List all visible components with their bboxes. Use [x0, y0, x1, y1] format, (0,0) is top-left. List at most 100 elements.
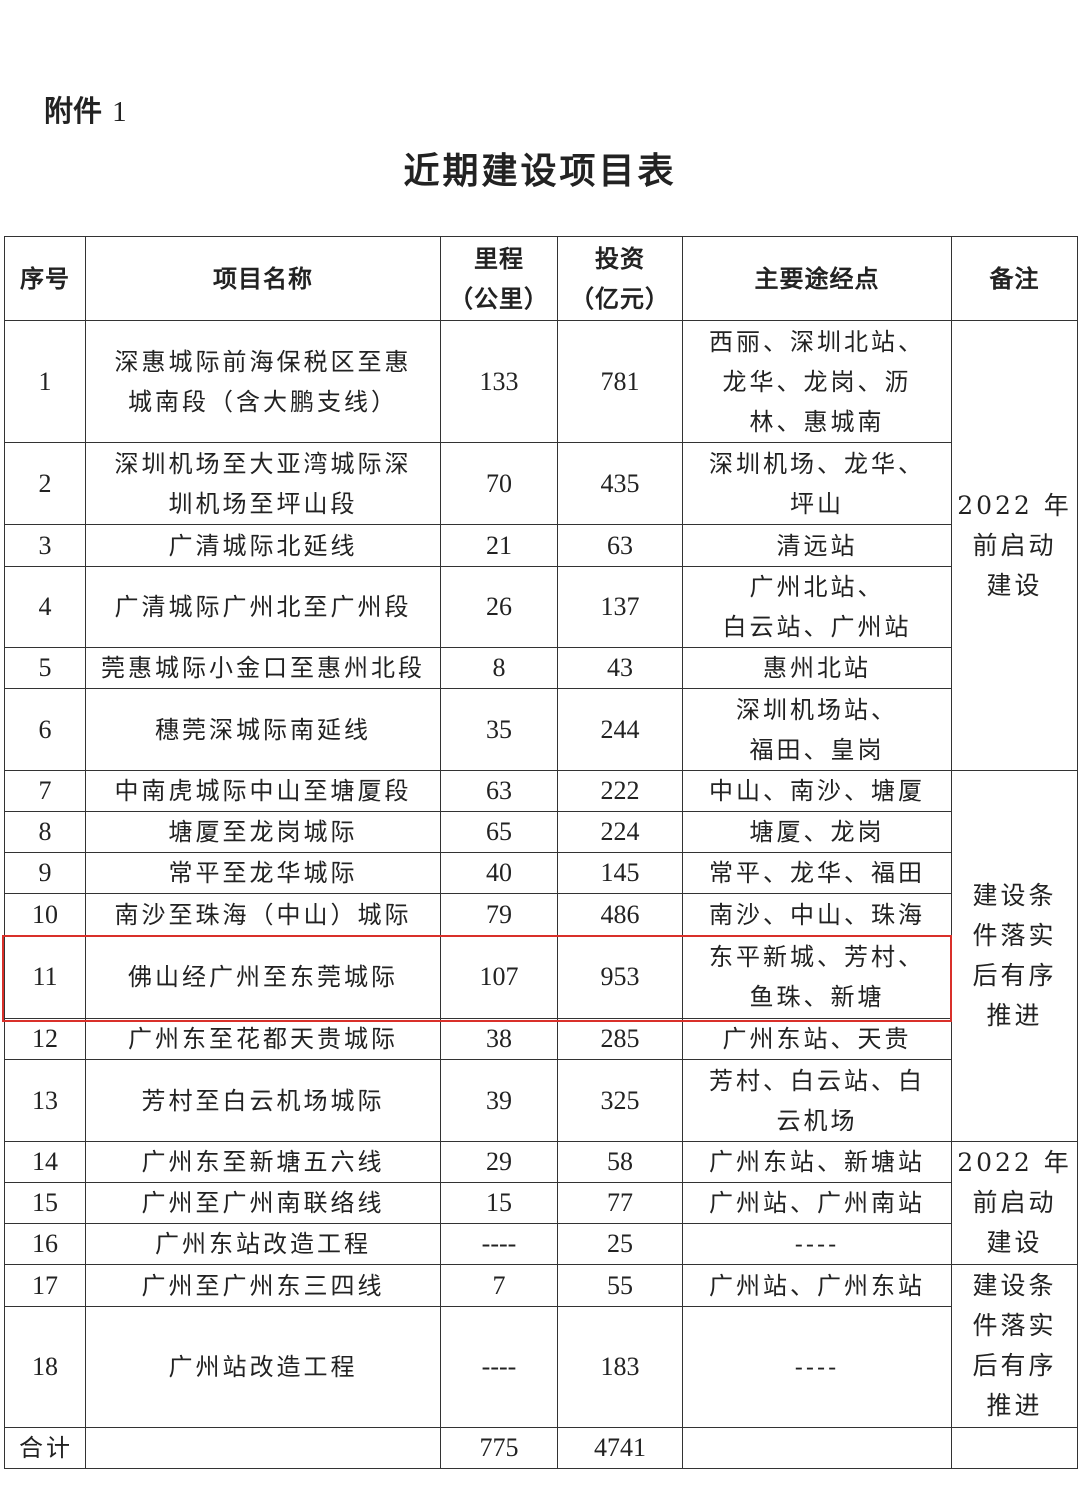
- cell-km: 65: [440, 811, 558, 853]
- cell-no: 3: [4, 524, 86, 567]
- cell-name: 中南虎城际中山至塘厦段: [85, 770, 441, 812]
- table-row: 1 深惠城际前海保税区至惠 城南段（含大鹏支线） 133 781 西丽、深圳北站、 龙华…: [4, 320, 1078, 771]
- cell-km: 63: [440, 770, 558, 812]
- cell-via: 广州东站、新塘站: [682, 1141, 952, 1183]
- cell-via: 西丽、深圳北站、 龙华、龙岗、沥 林、惠城南: [682, 320, 952, 443]
- cell-name: 广州东至新塘五六线: [85, 1141, 441, 1183]
- table-row: 9 常平至龙华城际 40 145 常平、龙华、福田: [4, 852, 1078, 894]
- cell-name: 广州东至花都天贵城际: [85, 1018, 441, 1060]
- cell-name: 广清城际北延线: [85, 524, 441, 567]
- total-invest: 4741: [557, 1427, 683, 1469]
- table-row: 10 南沙至珠海（中山）城际 79 486 南沙、中山、珠海: [4, 893, 1078, 936]
- cell-km: 79: [440, 893, 558, 936]
- col-header-via: 主要途经点: [682, 236, 952, 321]
- table-row: 16 广州东站改造工程 ---- 25 ----: [4, 1223, 1078, 1265]
- table-row: 5 莞惠城际小金口至惠州北段 8 43 惠州北站: [4, 647, 1078, 689]
- cell-invest: 145: [557, 852, 683, 894]
- cell-no: 14: [4, 1141, 86, 1183]
- cell-invest: 222: [557, 770, 683, 812]
- cell-km: 70: [440, 442, 558, 525]
- col-header-name: 项目名称: [85, 236, 441, 321]
- cell-km: 15: [440, 1182, 558, 1224]
- cell-km: 7: [440, 1264, 558, 1307]
- cell-via: 清远站: [682, 524, 952, 567]
- header-row: 序号 项目名称 里程 （公里） 投资 （亿元） 主要途经点 备注: [4, 236, 1078, 321]
- cell-via: 广州站、广州南站: [682, 1182, 952, 1224]
- cell-invest: 285: [557, 1018, 683, 1060]
- table-row: 11 佛山经广州至东莞城际 107 953 东平新城、芳村、 鱼珠、新塘: [4, 935, 1078, 1019]
- attachment-label: 附件 1: [44, 88, 127, 130]
- table-row: 4 广清城际广州北至广州段 26 137 广州北站、 白云站、广州站: [4, 566, 1078, 648]
- total-remark-empty: [951, 1427, 1078, 1469]
- total-via-empty: [682, 1427, 952, 1469]
- cell-km: 8: [440, 647, 558, 689]
- table-row: 6 穗莞深城际南延线 35 244 深圳机场站、 福田、皇岗: [4, 688, 1078, 771]
- cell-no: 10: [4, 893, 86, 936]
- col-header-no: 序号: [4, 236, 86, 321]
- cell-via: 惠州北站: [682, 647, 952, 689]
- cell-km: 29: [440, 1141, 558, 1183]
- cell-remark: 2022 年 前启动 建设: [951, 1141, 1078, 1265]
- cell-km: 107: [440, 935, 558, 1019]
- cell-via: 中山、南沙、塘厦: [682, 770, 952, 812]
- cell-name: 常平至龙华城际: [85, 852, 441, 894]
- cell-name: 芳村至白云机场城际: [85, 1059, 441, 1142]
- total-row: 合计 775 4741: [4, 1427, 1078, 1469]
- col-header-km: 里程 （公里）: [440, 236, 558, 321]
- cell-remark: 2022 年 前启动 建设: [951, 320, 1078, 771]
- cell-no: 15: [4, 1182, 86, 1224]
- cell-invest: 244: [557, 688, 683, 771]
- cell-via: 芳村、白云站、白 云机场: [682, 1059, 952, 1142]
- cell-name: 广清城际广州北至广州段: [85, 566, 441, 648]
- cell-no: 2: [4, 442, 86, 525]
- table-row: 18 广州站改造工程 ---- 183 ----: [4, 1306, 1078, 1428]
- total-name-empty: [85, 1427, 441, 1469]
- col-header-invest: 投资 （亿元）: [557, 236, 683, 321]
- cell-km: 35: [440, 688, 558, 771]
- cell-km: 133: [440, 320, 558, 443]
- cell-invest: 953: [557, 935, 683, 1019]
- cell-invest: 43: [557, 647, 683, 689]
- cell-name: 广州至广州东三四线: [85, 1264, 441, 1307]
- cell-remark: 建设条 件落实 后有序 推进: [951, 1264, 1078, 1428]
- cell-invest: 183: [557, 1306, 683, 1428]
- cell-name: 深圳机场至大亚湾城际深 圳机场至坪山段: [85, 442, 441, 525]
- cell-km: 26: [440, 566, 558, 648]
- table-row: 7 中南虎城际中山至塘厦段 63 222 中山、南沙、塘厦 建设条 件落实 后有序 推进: [4, 770, 1078, 1142]
- cell-km: 38: [440, 1018, 558, 1060]
- cell-km: 40: [440, 852, 558, 894]
- attachment-text: 附件: [44, 94, 103, 128]
- table-row: 14 广州东至新塘五六线 29 58 广州东站、新塘站 2022 年 前启动 建设: [4, 1141, 1078, 1265]
- cell-no: 11: [4, 935, 86, 1019]
- cell-via: 广州北站、 白云站、广州站: [682, 566, 952, 648]
- cell-via: 深圳机场、龙华、 坪山: [682, 442, 952, 525]
- project-table: 序号 项目名称 里程 （公里） 投资 （亿元） 主要途经点 备注 1 深惠城际前海…: [4, 236, 1078, 1469]
- cell-km: 39: [440, 1059, 558, 1142]
- cell-invest: 137: [557, 566, 683, 648]
- table-row: 3 广清城际北延线 21 63 清远站: [4, 524, 1078, 567]
- cell-no: 7: [4, 770, 86, 812]
- cell-no: 1: [4, 320, 86, 443]
- table-row: 2 深圳机场至大亚湾城际深 圳机场至坪山段 70 435 深圳机场、龙华、 坪山: [4, 442, 1078, 525]
- total-label: 合计: [4, 1427, 86, 1469]
- total-km: 775: [440, 1427, 558, 1469]
- cell-km: ----: [440, 1223, 558, 1265]
- cell-no: 17: [4, 1264, 86, 1307]
- cell-via: 常平、龙华、福田: [682, 852, 952, 894]
- cell-no: 16: [4, 1223, 86, 1265]
- cell-invest: 55: [557, 1264, 683, 1307]
- cell-no: 18: [4, 1306, 86, 1428]
- table-row: 8 塘厦至龙岗城际 65 224 塘厦、龙岗: [4, 811, 1078, 853]
- table-row: 17 广州至广州东三四线 7 55 广州站、广州东站 建设条 件落实 后有序 推进: [4, 1264, 1078, 1428]
- cell-via: 广州站、广州东站: [682, 1264, 952, 1307]
- cell-no: 4: [4, 566, 86, 648]
- cell-invest: 224: [557, 811, 683, 853]
- cell-no: 8: [4, 811, 86, 853]
- cell-name: 佛山经广州至东莞城际: [85, 935, 441, 1019]
- cell-via: 东平新城、芳村、 鱼珠、新塘: [682, 935, 952, 1019]
- cell-invest: 63: [557, 524, 683, 567]
- cell-no: 6: [4, 688, 86, 771]
- cell-name: 莞惠城际小金口至惠州北段: [85, 647, 441, 689]
- cell-invest: 25: [557, 1223, 683, 1265]
- cell-via: 塘厦、龙岗: [682, 811, 952, 853]
